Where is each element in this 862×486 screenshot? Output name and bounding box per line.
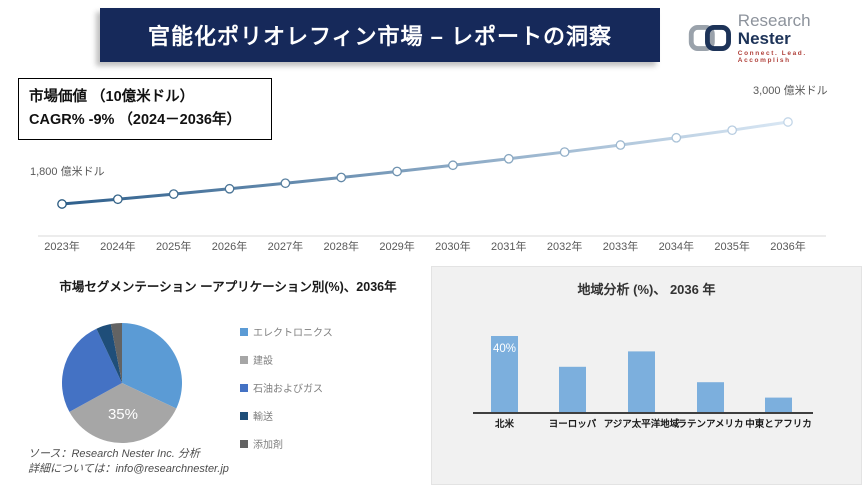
svg-text:中東とアフリカ: 中東とアフリカ <box>745 418 812 430</box>
line-start-value-label: 1,800 億米ドル <box>30 166 105 178</box>
svg-text:北米: 北米 <box>495 418 515 430</box>
svg-text:ラテンアメリカ: ラテンアメリカ <box>677 419 743 430</box>
svg-text:2031年: 2031年 <box>491 239 526 253</box>
legend-swatch <box>240 439 248 448</box>
legend-swatch <box>240 411 248 420</box>
svg-text:ヨーロッパ: ヨーロッパ <box>549 418 597 430</box>
legend-label: 石油およびガス <box>253 384 323 395</box>
report-title: 官能化ポリオレフィン市場 – レポートの洞察 <box>147 24 613 49</box>
logo-text: Research Nester Connect. Lead. Accomplis… <box>737 11 862 65</box>
legend-item: エレクトロニクス <box>240 324 333 339</box>
legend-swatch <box>240 355 248 364</box>
svg-text:2035年: 2035年 <box>714 239 749 253</box>
application-pie-chart: 35% <box>61 323 183 444</box>
market-value-label: 市場価値 （10億米ドル） <box>29 89 195 105</box>
research-nester-logo: Research Nester Connect. Lead. Accomplis… <box>688 12 862 64</box>
svg-text:2026年: 2026年 <box>212 239 247 253</box>
legend-item: 添加剤 <box>240 436 333 451</box>
legend-label: エレクトロニクス <box>253 328 333 339</box>
logo-brand: Research Nester <box>737 11 811 48</box>
bar-chart-title: 地域分析 (%)、 2036 年 <box>577 282 716 297</box>
legend-label: 輸送 <box>253 412 273 423</box>
svg-text:40%: 40% <box>493 343 516 355</box>
svg-text:2027年: 2027年 <box>268 239 303 253</box>
svg-text:アジア太平洋地域: アジア太平洋地域 <box>604 418 680 430</box>
footer: ソース：Research Nester Inc. 分析 詳細については：info… <box>28 447 229 477</box>
market-value-line-chart: 2023年 2024年 2025年 2026年 2027年 2028年 2029年 2030年… <box>38 117 826 253</box>
legend-label: 添加剤 <box>253 440 283 451</box>
line-end-value-label: 3,000 億米ドル <box>753 85 828 97</box>
regional-analysis-panel: 地域分析 (%)、 2036 年 40% 北米 ヨーロッパ アジア太平洋地域 ラテンアメ… <box>431 266 862 485</box>
svg-text:2025年: 2025年 <box>156 239 191 253</box>
svg-text:35%: 35% <box>108 406 138 423</box>
svg-text:2032年: 2032年 <box>547 239 582 253</box>
svg-text:2023年: 2023年 <box>44 239 79 253</box>
contact-note: 詳細については：info@researchnester.jp <box>28 463 229 475</box>
legend-swatch <box>240 327 248 336</box>
legend-item: 石油およびガス <box>240 380 333 395</box>
legend-item: 輸送 <box>240 408 333 423</box>
svg-text:2030年: 2030年 <box>435 239 470 253</box>
chain-link-icon <box>688 25 731 51</box>
legend-label: 建設 <box>253 356 273 367</box>
legend-swatch <box>240 383 248 392</box>
cagr-label: CAGR% -9% （2024－2036年） <box>29 112 241 128</box>
logo-tagline: Connect. Lead. Accomplish <box>737 50 807 64</box>
report-title-banner: 官能化ポリオレフィン市場 – レポートの洞察 <box>100 8 660 62</box>
svg-text:2034年: 2034年 <box>659 239 694 253</box>
svg-text:2036年: 2036年 <box>770 239 805 253</box>
pie-chart-title: 市場セグメンテーション ーアプリケーション別(%)、2036年 <box>59 280 397 294</box>
key-facts-box: 市場価値 （10億米ドル） CAGR% -9% （2024－2036年） <box>18 78 272 140</box>
svg-text:2028年: 2028年 <box>323 239 358 253</box>
legend-item: 建設 <box>240 352 333 367</box>
source-note: ソース：Research Nester Inc. 分析 <box>28 448 200 460</box>
svg-text:2029年: 2029年 <box>379 239 414 253</box>
pie-legend: エレクトロニクス 建設石油およびガス 輸送添加剤 <box>240 324 333 464</box>
svg-text:2033年: 2033年 <box>603 239 638 253</box>
svg-text:2024年: 2024年 <box>100 239 135 253</box>
